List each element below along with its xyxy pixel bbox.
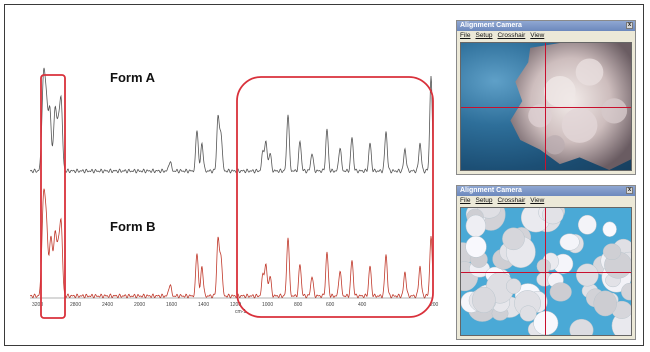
crystal-particle	[542, 208, 564, 225]
crosshair-vertical	[545, 43, 546, 170]
x-tick-label: 600	[326, 302, 335, 308]
menu-bar: File Setup Crosshair View	[457, 31, 635, 40]
crystal-particle	[465, 214, 486, 238]
x-tick-label: 1000	[262, 302, 273, 308]
x-axis-ticks: 3200 2800 2400 2000 1600 1400 1200 1000 800 600 40…	[32, 302, 439, 308]
menu-setup[interactable]: Setup	[475, 197, 493, 204]
crystal-particle	[549, 282, 572, 302]
x-tick-label: 200	[430, 302, 439, 308]
x-tick-label: 400	[358, 302, 367, 308]
crystal-particle	[569, 318, 594, 335]
crystal-particle	[465, 235, 487, 258]
x-tick-label: 3200	[32, 302, 43, 308]
menu-file[interactable]: File	[460, 32, 471, 39]
crystal-particle	[559, 233, 580, 251]
x-tick-label: 2800	[70, 302, 81, 308]
menu-crosshair[interactable]: Crosshair	[497, 32, 526, 39]
crystal-particle	[593, 290, 617, 317]
crystal-image-form-a	[510, 43, 631, 170]
x-tick-label: 1200	[230, 302, 241, 308]
menu-bar: File Setup Crosshair View	[457, 196, 635, 205]
crystal-particle	[506, 278, 522, 294]
window-title: Alignment Camera	[460, 187, 522, 194]
x-axis-unit: cm-1	[235, 309, 246, 315]
highlight-box-high-wavenumber	[40, 74, 66, 319]
crystal-particle	[472, 286, 496, 314]
crystal-particle	[519, 305, 537, 322]
window-titlebar[interactable]: Alignment Camera x	[457, 21, 635, 31]
crystal-particle	[502, 227, 525, 251]
x-tick-label: 2400	[102, 302, 113, 308]
alignment-camera-window-a[interactable]: Alignment Camera x File Setup Crosshair …	[456, 20, 636, 175]
x-tick-label: 1600	[166, 302, 177, 308]
window-titlebar[interactable]: Alignment Camera x	[457, 186, 635, 196]
crosshair-horizontal	[461, 107, 631, 108]
close-button[interactable]: x	[626, 187, 633, 194]
menu-file[interactable]: File	[460, 197, 471, 204]
menu-setup[interactable]: Setup	[475, 32, 493, 39]
crystal-image-form-b	[461, 208, 631, 335]
form-b-spectrum-line	[30, 188, 434, 299]
spectra-plot: 3200 2800 2400 2000 1600 1400 1200 1000 800 600 40…	[30, 67, 439, 319]
highlight-box-fingerprint-region	[236, 76, 434, 318]
x-tick-label: 1400	[198, 302, 209, 308]
crosshair-horizontal	[461, 272, 631, 273]
x-tick-label: 2000	[134, 302, 145, 308]
crystal-particle	[536, 258, 551, 274]
crystal-particle	[602, 221, 617, 237]
menu-crosshair[interactable]: Crosshair	[497, 197, 526, 204]
form-b-label: Form B	[110, 219, 156, 234]
form-a-spectrum-line	[30, 67, 434, 174]
figure-frame	[4, 4, 644, 346]
crystal-particle	[575, 263, 599, 287]
form-a-label: Form A	[110, 70, 156, 85]
menu-view[interactable]: View	[530, 197, 545, 204]
crosshair-vertical	[545, 208, 546, 335]
camera-view-form-b[interactable]	[460, 207, 632, 336]
close-button[interactable]: x	[626, 22, 633, 29]
alignment-camera-window-b[interactable]: Alignment Camera x File Setup Crosshair …	[456, 185, 636, 340]
camera-view-form-a[interactable]	[460, 42, 632, 171]
x-tick-label: 800	[294, 302, 303, 308]
crystal-particle	[577, 214, 597, 235]
crystal-particle	[621, 282, 631, 301]
window-title: Alignment Camera	[460, 22, 522, 29]
menu-view[interactable]: View	[530, 32, 545, 39]
crystal-particle	[602, 243, 622, 261]
